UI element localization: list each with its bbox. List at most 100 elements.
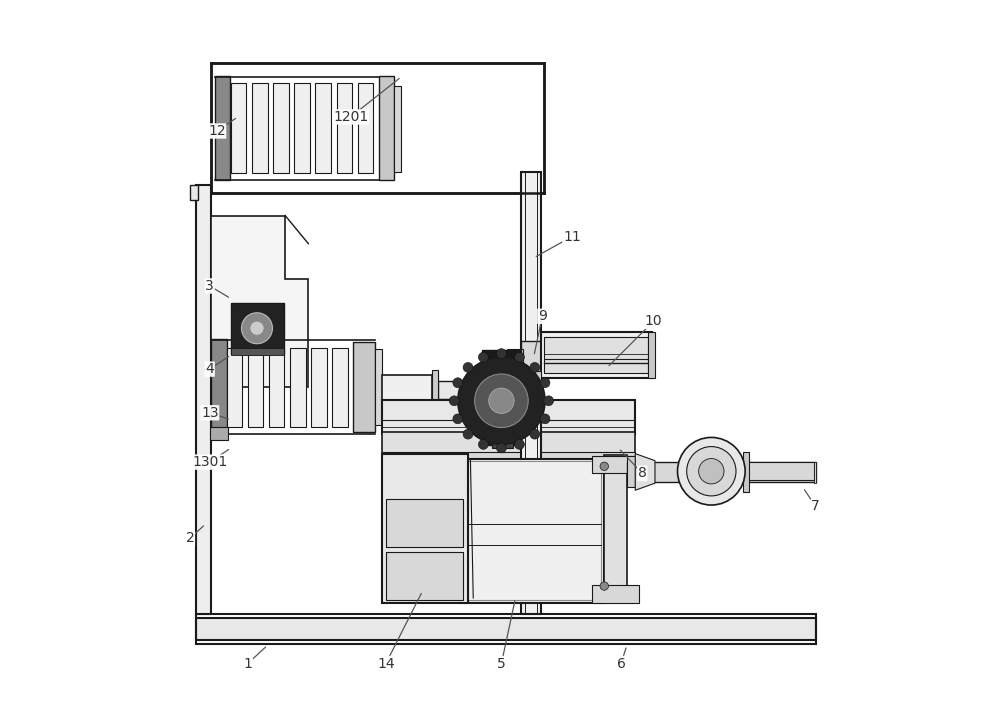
Circle shape: [678, 437, 745, 505]
Bar: [190, 185, 198, 200]
Bar: [627, 462, 816, 482]
Bar: [492, 432, 513, 448]
Circle shape: [453, 378, 463, 388]
Text: 3: 3: [205, 279, 214, 293]
Circle shape: [687, 447, 736, 496]
Bar: [382, 452, 635, 461]
Bar: [196, 614, 816, 644]
Text: 7: 7: [811, 499, 820, 513]
Circle shape: [449, 396, 459, 405]
Circle shape: [530, 430, 540, 439]
Circle shape: [453, 414, 463, 424]
Bar: [332, 348, 348, 427]
Text: 1201: 1201: [333, 110, 368, 124]
Circle shape: [250, 321, 264, 335]
Text: 12: 12: [208, 124, 226, 138]
Circle shape: [515, 352, 524, 362]
Bar: [311, 348, 327, 427]
Bar: [465, 459, 604, 603]
Bar: [273, 83, 289, 173]
Circle shape: [489, 388, 514, 413]
Bar: [432, 371, 438, 405]
Polygon shape: [635, 454, 655, 490]
Text: 13: 13: [201, 405, 219, 420]
Bar: [743, 452, 749, 492]
Circle shape: [699, 459, 724, 484]
Text: 6: 6: [617, 657, 626, 670]
Text: 10: 10: [645, 315, 662, 328]
Text: 9: 9: [538, 310, 547, 323]
Bar: [196, 185, 211, 614]
Bar: [386, 552, 463, 600]
Bar: [337, 83, 352, 173]
Polygon shape: [211, 216, 308, 387]
Bar: [231, 348, 284, 355]
Bar: [432, 373, 438, 404]
Bar: [215, 76, 230, 180]
Circle shape: [515, 439, 524, 449]
Bar: [468, 461, 601, 600]
Text: 1301: 1301: [192, 455, 227, 469]
Circle shape: [475, 374, 528, 427]
Text: 5: 5: [497, 657, 506, 670]
Circle shape: [544, 396, 554, 405]
Text: 8: 8: [638, 466, 647, 481]
Bar: [592, 585, 639, 603]
Bar: [814, 462, 816, 484]
Bar: [231, 303, 284, 354]
Bar: [227, 348, 242, 427]
Circle shape: [463, 363, 473, 372]
Circle shape: [600, 581, 608, 590]
Bar: [269, 348, 284, 427]
Text: 14: 14: [377, 657, 395, 670]
Circle shape: [241, 312, 272, 344]
Circle shape: [530, 363, 540, 372]
Text: 4: 4: [205, 362, 214, 376]
Bar: [648, 332, 655, 378]
Bar: [196, 618, 816, 640]
Bar: [315, 83, 331, 173]
Bar: [210, 427, 228, 439]
Bar: [541, 332, 652, 378]
Bar: [604, 455, 627, 603]
Bar: [482, 350, 521, 445]
Bar: [592, 456, 639, 474]
Bar: [379, 76, 394, 180]
Bar: [386, 498, 463, 547]
Circle shape: [496, 349, 506, 359]
Bar: [353, 342, 375, 432]
Bar: [438, 381, 507, 399]
Bar: [544, 337, 648, 373]
Bar: [745, 462, 814, 480]
Bar: [375, 349, 382, 425]
Circle shape: [600, 462, 608, 471]
Bar: [211, 62, 544, 193]
Circle shape: [540, 378, 550, 388]
Bar: [252, 83, 268, 173]
Circle shape: [463, 430, 473, 439]
Bar: [294, 83, 310, 173]
Bar: [521, 172, 541, 614]
Bar: [382, 454, 468, 603]
Bar: [521, 371, 541, 415]
Circle shape: [478, 352, 488, 362]
Text: 1: 1: [243, 657, 252, 670]
Bar: [682, 454, 696, 489]
Bar: [290, 348, 306, 427]
Circle shape: [478, 439, 488, 449]
Bar: [394, 86, 401, 172]
Bar: [211, 339, 227, 434]
Bar: [627, 456, 635, 488]
Circle shape: [496, 443, 506, 453]
Bar: [382, 432, 635, 454]
Text: 11: 11: [563, 229, 581, 244]
Bar: [690, 448, 706, 496]
Bar: [382, 375, 432, 403]
Bar: [358, 83, 373, 173]
Bar: [382, 400, 635, 434]
Text: 2: 2: [186, 531, 194, 545]
Bar: [248, 348, 263, 427]
Bar: [521, 341, 541, 385]
Circle shape: [540, 414, 550, 424]
Bar: [231, 83, 246, 173]
